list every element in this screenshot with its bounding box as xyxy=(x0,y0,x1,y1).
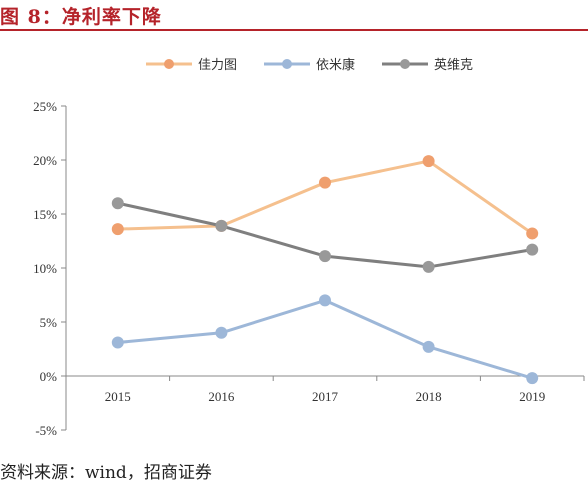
series-line xyxy=(117,159,534,235)
y-tick-label: 10% xyxy=(33,261,57,276)
series-2 xyxy=(111,294,539,385)
series-line xyxy=(117,298,533,380)
legend-label: 佳力图 xyxy=(198,57,237,72)
chart-legend: 佳力图 依米康 英维克 xyxy=(146,57,473,72)
x-tick-label: 2017 xyxy=(312,389,339,404)
figure-title: 图 8：净利率下降 xyxy=(0,6,162,28)
x-tick-label: 2018 xyxy=(416,389,442,404)
data-point xyxy=(111,197,124,210)
data-point xyxy=(526,243,539,256)
legend-label: 依米康 xyxy=(316,57,355,72)
legend-item: 佳力图 xyxy=(146,57,237,72)
data-point xyxy=(319,294,331,307)
data-point xyxy=(215,326,228,339)
y-tick-label: 15% xyxy=(33,207,57,222)
data-point xyxy=(111,223,124,236)
y-tick-label: 25% xyxy=(33,99,57,114)
legend-swatch-marker xyxy=(400,59,410,69)
source-note: 资料来源：wind，招商证券 xyxy=(0,463,212,483)
series-3 xyxy=(111,197,539,273)
legend-swatch-marker xyxy=(164,59,174,69)
x-tick-label: 2015 xyxy=(105,389,131,404)
title-divider xyxy=(0,29,588,31)
data-point xyxy=(422,260,435,273)
data-point xyxy=(422,155,435,168)
data-point xyxy=(526,372,539,385)
y-tick-label: 5% xyxy=(40,315,58,330)
x-tick-label: 2016 xyxy=(208,389,235,404)
legend-item: 依米康 xyxy=(264,57,355,72)
data-point xyxy=(215,219,228,232)
y-tick-label: -5% xyxy=(35,423,57,438)
legend-item: 英维克 xyxy=(382,57,473,72)
legend-label: 英维克 xyxy=(434,57,473,72)
x-tick-label: 2019 xyxy=(519,389,545,404)
y-tick-label: 20% xyxy=(33,153,57,168)
series-1 xyxy=(111,155,539,240)
y-tick-label: 0% xyxy=(40,369,58,384)
data-point xyxy=(111,336,124,349)
data-point xyxy=(422,340,435,353)
chart-series xyxy=(111,155,539,385)
data-point xyxy=(319,250,331,263)
legend-swatch-marker xyxy=(282,59,292,69)
chart-axes: -5% 0% 5% 10% 15% 20% 25% 2015 2016 2017 2018 2019 xyxy=(33,99,585,438)
data-point xyxy=(526,227,539,240)
data-point xyxy=(319,176,331,189)
